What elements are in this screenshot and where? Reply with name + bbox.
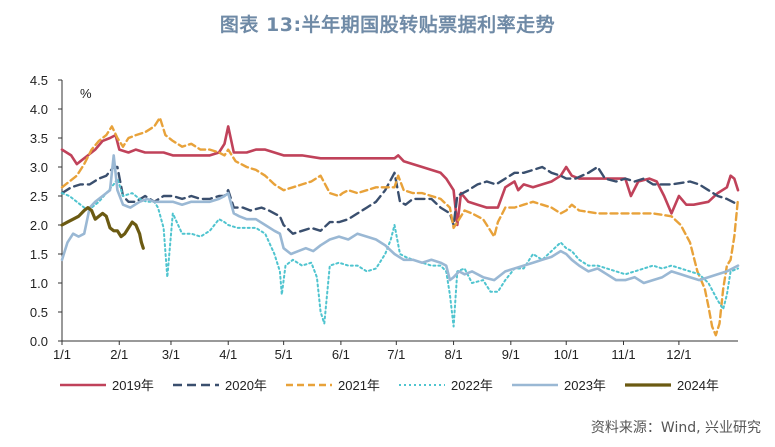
x-tick-label: 9/1	[502, 347, 520, 362]
legend-label: 2022年	[451, 378, 493, 393]
y-tick-label: 3.5	[30, 131, 48, 146]
series-line-2020年	[60, 165, 740, 235]
y-tick-label: 1.0	[30, 276, 48, 291]
x-tick-label: 3/1	[162, 347, 180, 362]
y-tick-label: 4.0	[30, 102, 48, 117]
x-tick-label: 5/1	[275, 347, 293, 362]
series-lines	[60, 116, 740, 337]
series-line-2023年	[60, 154, 740, 285]
y-tick-label: 0.0	[30, 334, 48, 349]
legend-label: 2024年	[677, 378, 719, 393]
x-tick-label: 6/1	[332, 347, 350, 362]
y-tick-label: 2.5	[30, 189, 48, 204]
y-tick-label: 4.5	[30, 73, 48, 88]
series-line-2019年	[60, 125, 740, 227]
y-tick-label: 2.0	[30, 218, 48, 233]
series-line-2021年	[60, 116, 740, 337]
legend-label: 2023年	[564, 378, 606, 393]
series-line-2024年	[60, 206, 145, 250]
x-tick-label: 10/1	[554, 347, 579, 362]
legend-label: 2020年	[225, 378, 267, 393]
legend: 2019年 2020年 2021年 2022年 2023年 2024年	[60, 378, 719, 393]
y-tick-label: 1.5	[30, 247, 48, 262]
x-tick-label: 4/1	[219, 347, 237, 362]
legend-label: 2019年	[112, 378, 154, 393]
y-tick-label: 0.5	[30, 305, 48, 320]
axes: 0.0 0.5 1.0 1.5 2.0 2.5 3.0 3.5 4.0 4.5 1/1 2/1 3/1 4…	[30, 73, 738, 362]
unit-label: %	[80, 86, 92, 101]
x-tick-label: 7/1	[387, 347, 405, 362]
x-tick-label: 8/1	[445, 347, 463, 362]
legend-label: 2021年	[338, 378, 380, 393]
x-tick-label: 11/1	[611, 347, 635, 362]
x-tick-label: 12/1	[666, 347, 691, 362]
source-note: 资料来源：Wind, 兴业研究	[590, 420, 761, 436]
x-tick-label: 1/1	[53, 347, 71, 362]
chart-title: 图表 13:半年期国股转贴票据利率走势	[219, 14, 556, 36]
x-tick-label: 2/1	[110, 347, 128, 362]
y-tick-label: 3.0	[30, 160, 48, 175]
